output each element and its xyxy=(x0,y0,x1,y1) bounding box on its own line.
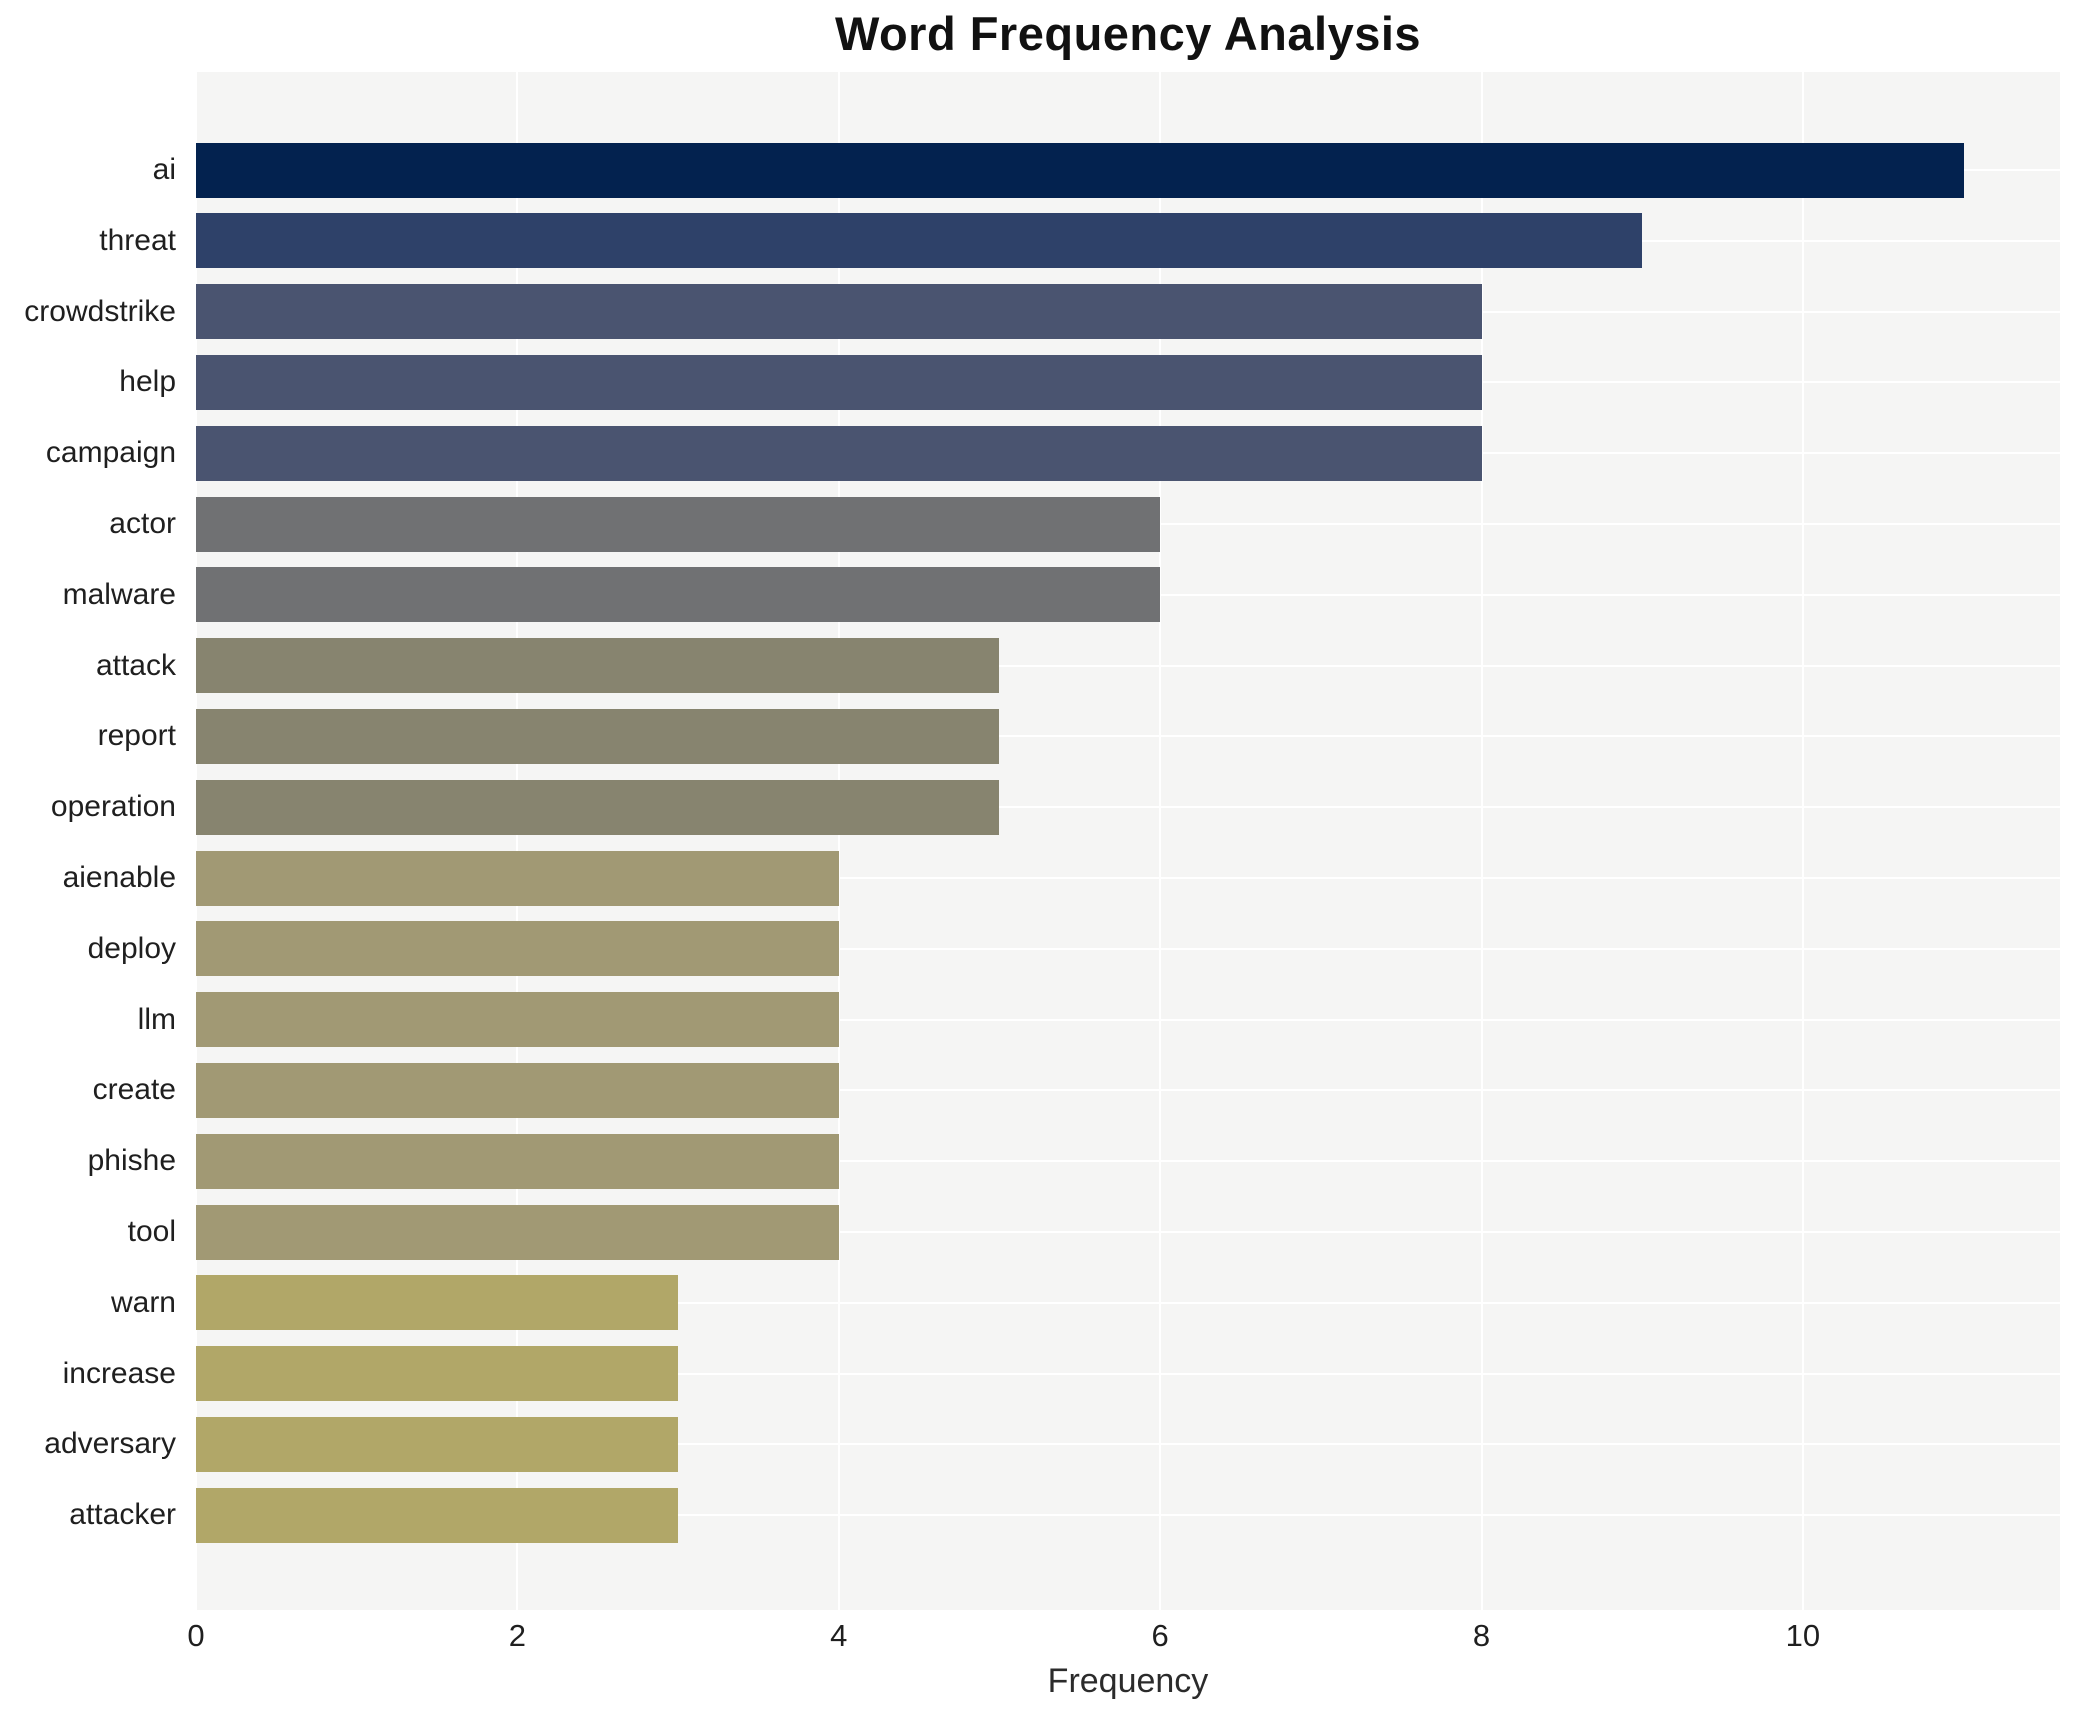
x-tick-label-4: 4 xyxy=(830,1618,848,1653)
bar-llm xyxy=(196,992,839,1048)
y-tick-label-help: help xyxy=(119,365,176,399)
y-tick-label-threat: threat xyxy=(99,223,176,257)
y-gridline-report xyxy=(196,735,2060,738)
plot-area xyxy=(195,72,2060,1610)
x-tick-label-10: 10 xyxy=(1785,1618,1821,1653)
bar-phishe xyxy=(196,1133,839,1189)
bar-increase xyxy=(196,1346,679,1402)
x-tick-label-8: 8 xyxy=(1472,1618,1491,1653)
y-tick-label-operation: operation xyxy=(50,790,176,824)
bar-crowdstrike xyxy=(196,284,1482,340)
y-gridline-llm xyxy=(196,1018,2060,1021)
y-gridline-attacker xyxy=(196,1514,2060,1517)
y-gridline-operation xyxy=(196,806,2060,809)
y-gridline-create xyxy=(196,1089,2060,1092)
chart-title: Word Frequency Analysis xyxy=(834,7,1422,60)
y-tick-label-deploy: deploy xyxy=(87,931,176,965)
x-gridline-10 xyxy=(1801,72,1804,1610)
x-gridline-4 xyxy=(837,72,840,1610)
bar-attack xyxy=(196,638,1000,694)
y-tick-label-report: report xyxy=(97,719,176,753)
y-tick-label-actor: actor xyxy=(109,507,176,540)
bar-operation xyxy=(196,779,1000,835)
bar-help xyxy=(196,354,1482,410)
bar-deploy xyxy=(196,921,839,977)
bar-aienable xyxy=(196,850,839,906)
y-gridline-phishe xyxy=(196,1160,2060,1163)
x-gridline-2 xyxy=(516,72,519,1610)
bar-malware xyxy=(196,567,1161,623)
x-gridline-6 xyxy=(1159,72,1162,1610)
y-gridline-aienable xyxy=(196,877,2060,879)
bar-actor xyxy=(196,496,1161,552)
x-gridline-8 xyxy=(1480,72,1483,1610)
bar-adversary xyxy=(196,1416,679,1472)
y-gridline-increase xyxy=(196,1372,2060,1375)
y-gridline-attack xyxy=(196,664,2060,667)
y-tick-label-ai: ai xyxy=(152,153,176,186)
x-tick-label-2: 2 xyxy=(508,1618,526,1653)
y-tick-label-tool: tool xyxy=(127,1215,176,1248)
bar-tool xyxy=(196,1204,839,1260)
x-gridline-0 xyxy=(195,72,197,1610)
bar-warn xyxy=(196,1275,679,1331)
y-gridline-warn xyxy=(196,1301,2060,1304)
y-tick-label-aienable: aienable xyxy=(62,861,176,894)
y-tick-label-phishe: phishe xyxy=(87,1144,176,1178)
y-gridline-deploy xyxy=(196,947,2060,950)
y-tick-label-adversary: adversary xyxy=(44,1427,176,1461)
bar-report xyxy=(196,708,1000,764)
y-tick-label-malware: malware xyxy=(62,577,176,611)
y-tick-label-llm: llm xyxy=(137,1002,176,1036)
y-tick-label-increase: increase xyxy=(62,1356,176,1390)
y-gridline-adversary xyxy=(196,1443,2060,1446)
y-axis-labels: ai threat crowdstrike help campaign actor malw… xyxy=(0,0,186,1710)
x-axis-title: Frequency xyxy=(1047,1662,1209,1700)
y-tick-label-create: create xyxy=(92,1073,176,1107)
x-tick-label-6: 6 xyxy=(1151,1618,1169,1653)
bar-create xyxy=(196,1062,839,1118)
y-tick-label-crowdstrike: crowdstrike xyxy=(24,294,176,328)
x-tick-label-0: 0 xyxy=(187,1618,205,1653)
y-tick-label-attacker: attacker xyxy=(69,1498,176,1532)
y-tick-label-campaign: campaign xyxy=(45,436,176,470)
bar-attacker xyxy=(196,1487,679,1543)
bar-threat xyxy=(196,213,1643,269)
y-tick-label-warn: warn xyxy=(110,1285,176,1319)
y-gridline-tool xyxy=(196,1231,2060,1233)
y-tick-label-attack: attack xyxy=(95,648,176,682)
bar-ai xyxy=(196,142,1964,198)
bar-campaign xyxy=(196,425,1482,481)
